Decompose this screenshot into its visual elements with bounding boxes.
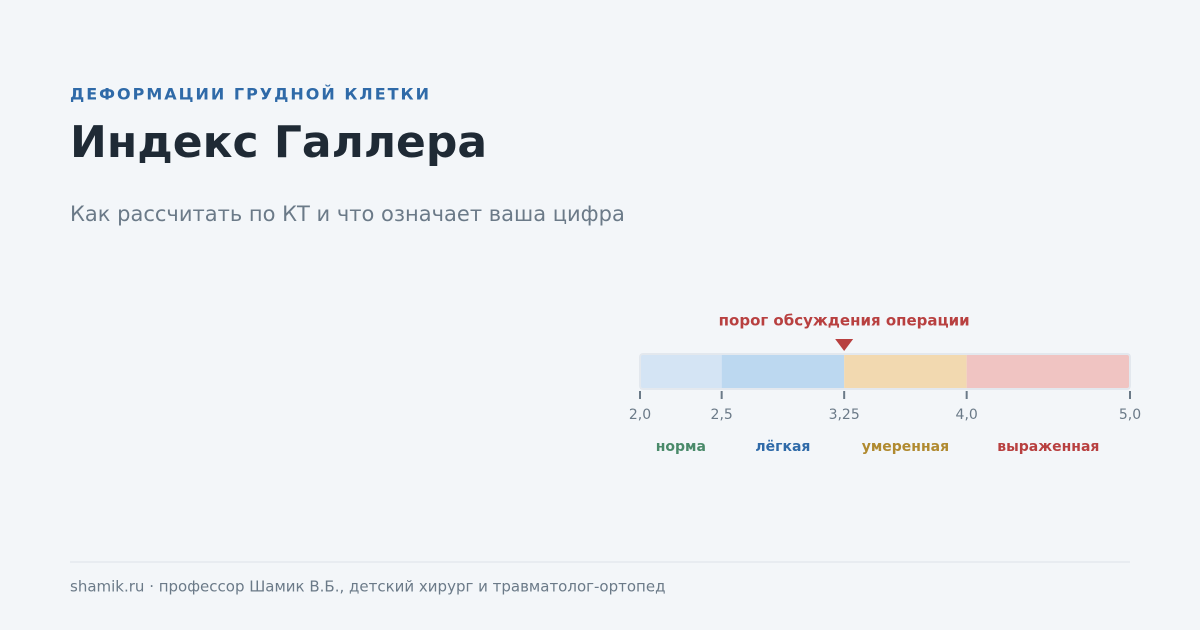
threshold-marker (835, 339, 854, 351)
tick-label: 4,0 (956, 407, 978, 423)
tick-label: 5,0 (1119, 407, 1141, 423)
scale-outline (639, 353, 1131, 390)
subtitle: Как рассчитать по КТ и что означает ваша… (70, 202, 625, 226)
band-label: лёгкая (755, 439, 810, 455)
scale-band (640, 354, 722, 389)
tick-label: 3,25 (829, 407, 860, 423)
footer: shamik.ru · профессор Шамик В.Б., детски… (70, 578, 665, 596)
scale-band (844, 354, 967, 389)
band-label: умеренная (862, 439, 949, 455)
band-label: выраженная (997, 439, 1099, 455)
kicker: ДЕФОРМАЦИИ ГРУДНОЙ КЛЕТКИ (70, 85, 431, 104)
band-label: норма (656, 439, 706, 455)
title: Индекс Галлера (70, 117, 487, 168)
tick-label: 2,0 (629, 407, 651, 423)
tick-label: 2,5 (711, 407, 733, 423)
threshold-label: порог обсуждения операции (719, 312, 970, 330)
scale-band (721, 354, 845, 389)
scale-band (966, 354, 1130, 389)
